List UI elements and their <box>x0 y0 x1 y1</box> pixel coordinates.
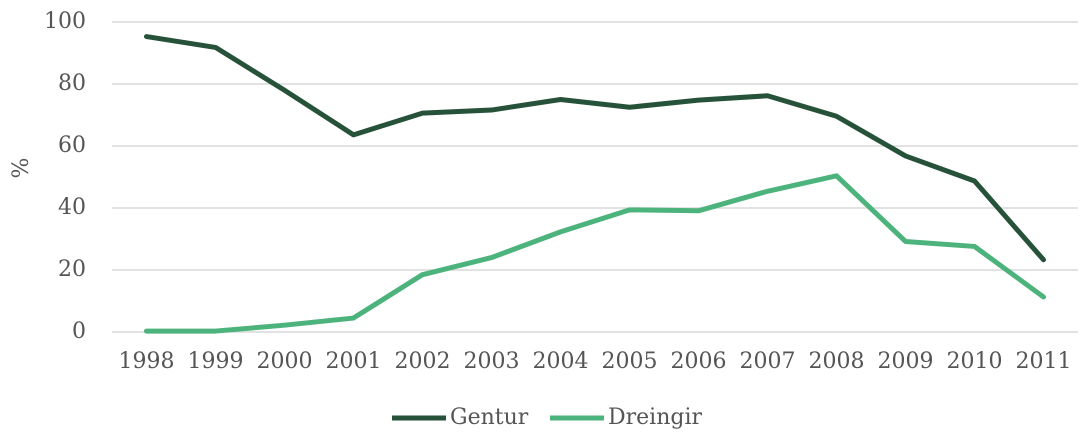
y-tick-label: 20 <box>58 257 86 282</box>
legend-label: Dreingir <box>608 405 702 430</box>
series-line <box>144 34 1046 263</box>
y-tick-label: 0 <box>72 319 86 344</box>
x-tick-label: 2009 <box>878 349 934 374</box>
x-tick-label: 2002 <box>395 349 451 374</box>
x-tick-label: 2003 <box>464 349 520 374</box>
y-tick-label: 80 <box>58 71 86 96</box>
x-tick-label: 2001 <box>326 349 382 374</box>
x-tick-label: 2000 <box>257 349 313 374</box>
x-tick-label: 2005 <box>602 349 658 374</box>
y-tick-label: 40 <box>58 195 86 220</box>
x-tick-label: 2007 <box>740 349 796 374</box>
y-tick-label: 60 <box>58 133 86 158</box>
y-axis-label: % <box>9 158 34 179</box>
x-tick-label: 2004 <box>533 349 589 374</box>
x-tick-label: 2008 <box>809 349 865 374</box>
x-tick-label: 2006 <box>671 349 727 374</box>
series-line <box>144 173 1046 334</box>
legend-label: Gentur <box>450 405 529 430</box>
y-tick-label: 100 <box>44 9 86 34</box>
x-tick-label: 2010 <box>947 349 1003 374</box>
x-tick-label: 1998 <box>119 349 175 374</box>
x-tick-label: 2011 <box>1016 349 1072 374</box>
x-tick-label: 1999 <box>188 349 244 374</box>
